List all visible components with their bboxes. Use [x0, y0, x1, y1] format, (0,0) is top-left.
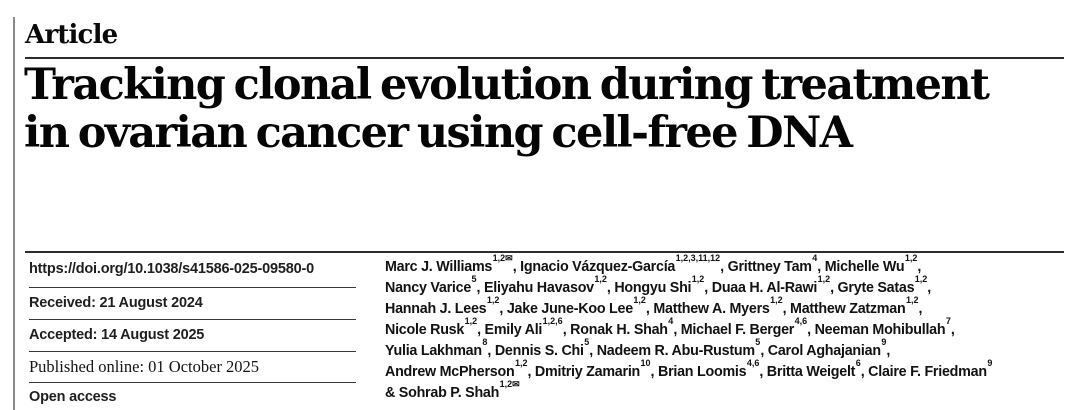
author-name: , Ignacio Vázquez-García1,2,3,11,12 — [512, 252, 721, 275]
affiliation-superscript: 1,2✉ — [499, 378, 520, 389]
author-name: , Grittney Tam4 — [720, 252, 818, 275]
author-name: , — [918, 301, 923, 317]
author-line: Hannah J. Lees1,2, Jake June-Koo Lee1,2,… — [385, 294, 1080, 320]
affiliation-superscript: 1,2 — [770, 294, 783, 305]
author-name: , Jake June-Koo Lee1,2 — [499, 294, 646, 317]
author-name: Andrew McPherson1,2 — [385, 357, 528, 380]
affiliation-superscript: 1,2 — [464, 315, 478, 326]
meta-divider-rule — [29, 319, 356, 321]
paper-title-line2: in ovarian cancer using cell-free DNA — [24, 108, 853, 158]
open-access-label: Open access — [29, 389, 117, 405]
affiliation-superscript: 10 — [640, 357, 651, 368]
affiliation-superscript: 1,2 — [817, 273, 831, 284]
author-name: Marc J. Williams1,2✉ — [385, 252, 513, 275]
author-name: , Carol Aghajanian9 — [760, 336, 887, 359]
affiliation-superscript: 1,2 — [514, 357, 528, 368]
header-divider-rule — [25, 251, 1064, 253]
author-name: , Britta Weigelt6 — [759, 357, 861, 380]
author-name: , Eliyahu Havasov1,2 — [476, 273, 607, 296]
affiliation-superscript: 4,6 — [746, 357, 760, 368]
affiliation-superscript: 1,2 — [594, 273, 607, 284]
meta-divider-rule — [29, 351, 356, 353]
received-date: Received: 21 August 2024 — [29, 295, 203, 311]
author-name: , Ronak H. Shah4 — [562, 315, 674, 338]
meta-divider-rule — [29, 287, 356, 289]
kicker-divider-rule — [25, 57, 1064, 59]
paper-title: Tracking clonal evolution during treatme… — [24, 60, 990, 158]
author-name: , Dmitriy Zamarin10 — [527, 357, 651, 380]
left-margin-rule — [13, 17, 15, 410]
author-name: , Hongyu Shi1,2 — [606, 273, 705, 296]
author-name: , Neeman Mohibullah7 — [807, 315, 951, 338]
published-online-date: Published online: 01 October 2025 — [29, 357, 260, 376]
author-name: , Dennis S. Chi5 — [487, 336, 590, 359]
author-name: , Gryte Satas1,2 — [830, 273, 928, 296]
affiliation-superscript: 1,2 — [914, 273, 928, 284]
affiliation-superscript: 1,2,6 — [542, 315, 563, 326]
affiliation-superscript: 1,2✉ — [492, 252, 513, 263]
author-name: , Emily Ali1,2,6 — [477, 315, 563, 338]
meta-divider-rule — [29, 382, 356, 384]
author-name: , Nadeem R. Abu-Rustum5 — [589, 336, 761, 359]
affiliation-superscript: 1,2 — [633, 294, 646, 305]
affiliation-superscript: 4,6 — [794, 315, 808, 326]
doi-link[interactable]: https://doi.org/10.1038/s41586-025-09580… — [29, 261, 314, 277]
affiliation-superscript: 1,2,3,11,12 — [675, 252, 721, 263]
author-name: , Michelle Wu1,2 — [817, 252, 918, 275]
author-name: , Claire F. Friedman9 — [860, 357, 993, 380]
author-line: Andrew McPherson1,2, Dmitriy Zamarin10, … — [385, 357, 1080, 383]
affiliation-superscript: 1,2 — [691, 273, 705, 284]
author-name: , — [950, 322, 955, 338]
affiliation-superscript: 8 — [482, 336, 488, 347]
article-type-label: Article — [25, 20, 118, 50]
author-line: Nicole Rusk1,2, Emily Ali1,2,6, Ronak H.… — [385, 315, 1080, 341]
author-line: Yulia Lakhman8, Dennis S. Chi5, Nadeem R… — [385, 336, 1080, 362]
author-name: Nicole Rusk1,2 — [385, 315, 478, 338]
affiliation-superscript: 9 — [987, 357, 993, 368]
affiliation-superscript: 1,2 — [904, 252, 918, 263]
author-name: , Duaa H. Al-Rawi1,2 — [704, 273, 831, 296]
affiliation-superscript: 4 — [668, 315, 674, 326]
author-line: Marc J. Williams1,2✉, Ignacio Vázquez-Ga… — [385, 252, 1080, 278]
affiliation-superscript: 7 — [945, 315, 951, 326]
author-name: Yulia Lakhman8 — [385, 336, 488, 359]
author-line: Nancy Varice5, Eliyahu Havasov1,2, Hongy… — [385, 273, 1080, 299]
author-name: , Matthew Zatzman1,2 — [782, 294, 919, 317]
author-list: Marc J. Williams1,2✉, Ignacio Vázquez-Ga… — [385, 252, 1080, 404]
affiliation-superscript: 9 — [881, 336, 887, 347]
affiliation-superscript: 1,2 — [486, 294, 500, 305]
author-name: , — [917, 259, 922, 275]
author-name: , — [927, 280, 932, 296]
author-name: Nancy Varice5 — [385, 273, 477, 296]
author-name: , — [886, 343, 891, 359]
affiliation-superscript: 1,2 — [905, 294, 919, 305]
paper-title-line1: Tracking clonal evolution during treatme… — [24, 60, 990, 110]
accepted-date: Accepted: 14 August 2025 — [29, 327, 205, 343]
author-name: Hannah J. Lees1,2 — [385, 294, 500, 317]
author-name: & Sohrab P. Shah1,2✉ — [385, 378, 520, 401]
affiliation-superscript: 5 — [755, 336, 761, 347]
author-name: , Matthew A. Myers1,2 — [645, 294, 783, 317]
author-name: , Brian Loomis4,6 — [650, 357, 760, 380]
affiliation-superscript: 5 — [471, 273, 477, 284]
author-name: , Michael F. Berger4,6 — [673, 315, 808, 338]
affiliation-superscript: 4 — [812, 252, 818, 263]
author-line: & Sohrab P. Shah1,2✉ — [385, 378, 1080, 404]
affiliation-superscript: 6 — [855, 357, 861, 368]
affiliation-superscript: 5 — [584, 336, 590, 347]
